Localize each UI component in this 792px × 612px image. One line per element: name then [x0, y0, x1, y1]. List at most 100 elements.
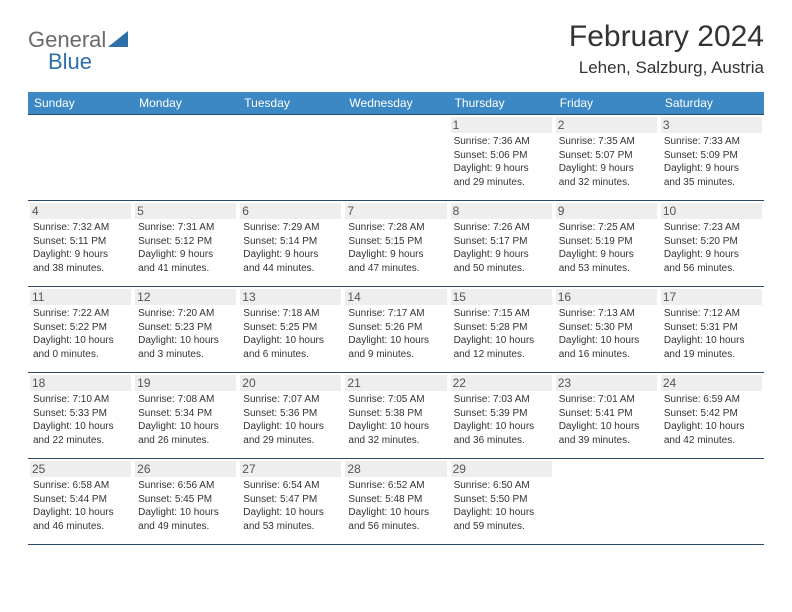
calendar-day-cell: 20 Sunrise: 7:07 AMSunset: 5:36 PMDayligh…	[238, 373, 343, 459]
day-number: 22	[451, 375, 552, 391]
calendar-day-cell: 9 Sunrise: 7:25 AMSunset: 5:19 PMDaylight…	[554, 201, 659, 287]
day-number: 8	[451, 203, 552, 219]
day-info: Sunrise: 7:18 AMSunset: 5:25 PMDaylight:…	[243, 307, 338, 361]
calendar-day-cell	[133, 115, 238, 201]
day-info: Sunrise: 7:29 AMSunset: 5:14 PMDaylight:…	[243, 221, 338, 275]
weekday-header: Thursday	[449, 92, 554, 115]
day-info: Sunrise: 7:26 AMSunset: 5:17 PMDaylight:…	[454, 221, 549, 275]
day-info: Sunrise: 7:32 AMSunset: 5:11 PMDaylight:…	[33, 221, 128, 275]
day-info: Sunrise: 7:25 AMSunset: 5:19 PMDaylight:…	[559, 221, 654, 275]
day-info: Sunrise: 6:58 AMSunset: 5:44 PMDaylight:…	[33, 479, 128, 533]
day-number: 18	[30, 375, 131, 391]
day-info: Sunrise: 7:07 AMSunset: 5:36 PMDaylight:…	[243, 393, 338, 447]
calendar-day-cell: 10 Sunrise: 7:23 AMSunset: 5:20 PMDayligh…	[659, 201, 764, 287]
day-number: 5	[135, 203, 236, 219]
day-info: Sunrise: 7:15 AMSunset: 5:28 PMDaylight:…	[454, 307, 549, 361]
day-number: 21	[345, 375, 446, 391]
calendar-table: SundayMondayTuesdayWednesdayThursdayFrid…	[28, 92, 764, 545]
page-header: General Blue February 2024 Lehen, Salzbu…	[28, 20, 764, 78]
day-number: 11	[30, 289, 131, 305]
calendar-day-cell: 3Sunrise: 7:33 AMSunset: 5:09 PMDaylight…	[659, 115, 764, 201]
calendar-day-cell: 1 Sunrise: 7:36 AMSunset: 5:06 PMDaylight…	[449, 115, 554, 201]
day-number: 10	[661, 203, 762, 219]
calendar-day-cell: 7Sunrise: 7:28 AMSunset: 5:15 PMDaylight…	[343, 201, 448, 287]
day-number	[240, 117, 341, 133]
calendar-day-cell	[659, 459, 764, 545]
calendar-day-cell: 6 Sunrise: 7:29 AMSunset: 5:14 PMDaylight…	[238, 201, 343, 287]
calendar-day-cell: 27 Sunrise: 6:54 AMSunset: 5:47 PMDayligh…	[238, 459, 343, 545]
day-info: Sunrise: 7:23 AMSunset: 5:20 PMDaylight:…	[664, 221, 759, 275]
day-number: 4	[30, 203, 131, 219]
calendar-day-cell: 25 Sunrise: 6:58 AMSunset: 5:44 PMDayligh…	[28, 459, 133, 545]
calendar-day-cell: 13 Sunrise: 7:18 AMSunset: 5:25 PMDayligh…	[238, 287, 343, 373]
day-number: 13	[240, 289, 341, 305]
day-info: Sunrise: 6:54 AMSunset: 5:47 PMDaylight:…	[243, 479, 338, 533]
calendar-day-cell: 23 Sunrise: 7:01 AMSunset: 5:41 PMDayligh…	[554, 373, 659, 459]
calendar-day-cell: 26 Sunrise: 6:56 AMSunset: 5:45 PMDayligh…	[133, 459, 238, 545]
calendar-day-cell: 22Sunrise: 7:03 AMSunset: 5:39 PMDayligh…	[449, 373, 554, 459]
day-number	[556, 461, 657, 477]
day-number: 12	[135, 289, 236, 305]
day-number	[135, 117, 236, 133]
calendar-week-row: 4 Sunrise: 7:32 AMSunset: 5:11 PMDaylight…	[28, 201, 764, 287]
day-number: 2	[556, 117, 657, 133]
day-number: 1	[451, 117, 552, 133]
day-info: Sunrise: 7:05 AMSunset: 5:38 PMDaylight:…	[348, 393, 443, 447]
day-number: 19	[135, 375, 236, 391]
calendar-day-cell: 19 Sunrise: 7:08 AMSunset: 5:34 PMDayligh…	[133, 373, 238, 459]
day-info: Sunrise: 7:35 AMSunset: 5:07 PMDaylight:…	[559, 135, 654, 189]
weekday-header: Wednesday	[343, 92, 448, 115]
day-number: 26	[135, 461, 236, 477]
day-info: Sunrise: 7:01 AMSunset: 5:41 PMDaylight:…	[559, 393, 654, 447]
day-number	[661, 461, 762, 477]
day-info: Sunrise: 7:33 AMSunset: 5:09 PMDaylight:…	[664, 135, 759, 189]
day-info: Sunrise: 7:08 AMSunset: 5:34 PMDaylight:…	[138, 393, 233, 447]
day-number: 23	[556, 375, 657, 391]
calendar-day-cell: 16 Sunrise: 7:13 AMSunset: 5:30 PMDayligh…	[554, 287, 659, 373]
day-info: Sunrise: 6:56 AMSunset: 5:45 PMDaylight:…	[138, 479, 233, 533]
weekday-header: Tuesday	[238, 92, 343, 115]
brand-logo: General Blue	[28, 20, 128, 74]
day-number: 29	[451, 461, 552, 477]
day-info: Sunrise: 7:17 AMSunset: 5:26 PMDaylight:…	[348, 307, 443, 361]
calendar-day-cell: 29Sunrise: 6:50 AMSunset: 5:50 PMDayligh…	[449, 459, 554, 545]
weekday-header: Sunday	[28, 92, 133, 115]
calendar-week-row: 1 Sunrise: 7:36 AMSunset: 5:06 PMDaylight…	[28, 115, 764, 201]
day-info: Sunrise: 6:59 AMSunset: 5:42 PMDaylight:…	[664, 393, 759, 447]
calendar-day-cell: 14Sunrise: 7:17 AMSunset: 5:26 PMDayligh…	[343, 287, 448, 373]
day-info: Sunrise: 7:31 AMSunset: 5:12 PMDaylight:…	[138, 221, 233, 275]
calendar-day-cell: 12Sunrise: 7:20 AMSunset: 5:23 PMDayligh…	[133, 287, 238, 373]
calendar-day-cell: 11Sunrise: 7:22 AMSunset: 5:22 PMDayligh…	[28, 287, 133, 373]
day-info: Sunrise: 6:52 AMSunset: 5:48 PMDaylight:…	[348, 479, 443, 533]
month-title: February 2024	[569, 20, 764, 54]
day-number: 16	[556, 289, 657, 305]
day-number: 17	[661, 289, 762, 305]
day-number: 24	[661, 375, 762, 391]
day-number: 20	[240, 375, 341, 391]
day-number	[30, 117, 131, 133]
day-info: Sunrise: 7:12 AMSunset: 5:31 PMDaylight:…	[664, 307, 759, 361]
calendar-day-cell: 5 Sunrise: 7:31 AMSunset: 5:12 PMDaylight…	[133, 201, 238, 287]
calendar-body: 1 Sunrise: 7:36 AMSunset: 5:06 PMDaylight…	[28, 115, 764, 545]
calendar-day-cell: 24 Sunrise: 6:59 AMSunset: 5:42 PMDayligh…	[659, 373, 764, 459]
calendar-day-cell: 2 Sunrise: 7:35 AMSunset: 5:07 PMDaylight…	[554, 115, 659, 201]
day-number: 27	[240, 461, 341, 477]
logo-text-blue: Blue	[28, 49, 92, 74]
day-info: Sunrise: 7:13 AMSunset: 5:30 PMDaylight:…	[559, 307, 654, 361]
day-number: 15	[451, 289, 552, 305]
day-number: 25	[30, 461, 131, 477]
weekday-header: Monday	[133, 92, 238, 115]
calendar-day-cell: 8 Sunrise: 7:26 AMSunset: 5:17 PMDaylight…	[449, 201, 554, 287]
day-number: 6	[240, 203, 341, 219]
weekday-header: Saturday	[659, 92, 764, 115]
calendar-day-cell	[238, 115, 343, 201]
calendar-day-cell: 17 Sunrise: 7:12 AMSunset: 5:31 PMDayligh…	[659, 287, 764, 373]
calendar-header-row: SundayMondayTuesdayWednesdayThursdayFrid…	[28, 92, 764, 115]
day-number: 9	[556, 203, 657, 219]
calendar-day-cell: 15 Sunrise: 7:15 AMSunset: 5:28 PMDayligh…	[449, 287, 554, 373]
day-info: Sunrise: 7:10 AMSunset: 5:33 PMDaylight:…	[33, 393, 128, 447]
day-info: Sunrise: 7:36 AMSunset: 5:06 PMDaylight:…	[454, 135, 549, 189]
triangle-icon	[108, 31, 128, 52]
day-number: 28	[345, 461, 446, 477]
calendar-day-cell: 28 Sunrise: 6:52 AMSunset: 5:48 PMDayligh…	[343, 459, 448, 545]
